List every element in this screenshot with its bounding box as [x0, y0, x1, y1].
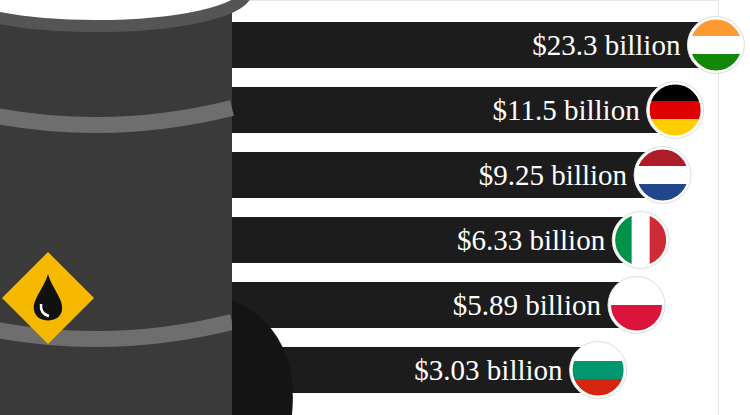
svg-text:$3.03 billion: $3.03 billion [414, 354, 563, 386]
svg-text:$11.5 billion: $11.5 billion [492, 94, 640, 126]
svg-text:$5.89 billion: $5.89 billion [453, 289, 602, 321]
svg-text:$6.33 billion: $6.33 billion [457, 224, 606, 256]
svg-text:$9.25 billion: $9.25 billion [479, 159, 628, 191]
svg-text:$23.3 billion: $23.3 billion [532, 29, 681, 61]
